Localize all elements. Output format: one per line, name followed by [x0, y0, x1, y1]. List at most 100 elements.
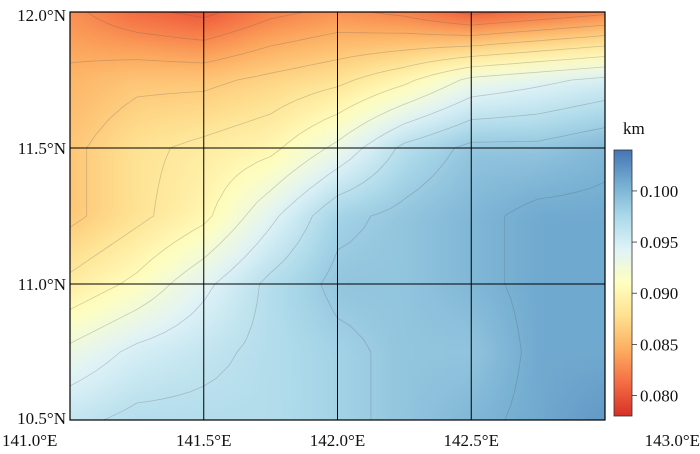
heat-cell: [78, 216, 88, 226]
heat-cell: [170, 233, 180, 243]
heat-cell: [262, 122, 272, 132]
heat-cell: [437, 369, 447, 379]
heat-cell: [496, 267, 506, 277]
heat-cell: [471, 80, 481, 90]
heat-cell: [496, 122, 506, 132]
heat-cell: [178, 20, 188, 30]
heat-cell: [404, 275, 414, 285]
heat-cell: [120, 403, 130, 413]
heat-cell: [203, 71, 213, 81]
heat-cell: [337, 394, 347, 404]
heat-cell: [86, 250, 96, 260]
heat-cell: [170, 352, 180, 362]
heat-cell: [513, 54, 523, 64]
heat-cell: [446, 63, 456, 73]
heat-cell: [45, 63, 54, 72]
heat-cell: [504, 377, 514, 387]
heat-cell: [145, 148, 155, 158]
heat-cell: [212, 37, 222, 47]
heat-cell: [178, 241, 188, 251]
heat-cell: [320, 148, 330, 158]
heat-cell: [287, 97, 297, 107]
heat-cell: [529, 258, 539, 268]
heat-cell: [220, 335, 230, 345]
heat-cell: [487, 105, 497, 115]
heat-cell: [437, 411, 447, 420]
heat-cell: [546, 37, 556, 47]
heat-cell: [487, 20, 497, 30]
heat-cell: [596, 360, 605, 370]
heat-cell: [563, 292, 573, 302]
heat-cell: [487, 71, 497, 81]
heat-cell: [596, 292, 605, 302]
heat-cell: [362, 173, 372, 183]
heat-cell: [396, 80, 405, 90]
heat-cell: [270, 12, 280, 13]
heat-cell: [220, 105, 230, 115]
heat-cell: [203, 12, 213, 22]
heat-cell: [446, 148, 456, 158]
heat-cell: [70, 156, 79, 166]
heat-cell: [212, 71, 222, 81]
heat-cell: [295, 139, 305, 149]
heat-cell: [195, 105, 205, 115]
heat-cell: [504, 360, 514, 370]
heat-cell: [605, 344, 614, 353]
heat-cell: [538, 437, 547, 446]
heat-cell: [161, 284, 171, 294]
heat-cell: [396, 173, 405, 183]
heat-cell: [78, 173, 88, 183]
heat-cell: [471, 241, 481, 251]
heat-cell: [563, 216, 573, 226]
heat-cell: [187, 148, 196, 158]
heat-cell: [337, 63, 347, 73]
heat-cell: [529, 207, 539, 217]
heat-cell: [145, 224, 155, 234]
heat-cell: [220, 250, 230, 260]
heat-cell: [70, 360, 71, 370]
heat-cell: [487, 139, 497, 149]
heat-cell: [596, 190, 605, 200]
heat-cell: [78, 29, 88, 39]
heat-cell: [86, 386, 96, 396]
heat-cell: [362, 71, 372, 81]
heat-cell: [203, 114, 213, 124]
heat-cell: [354, 394, 364, 404]
heat-cell: [153, 190, 163, 200]
heat-cell: [412, 46, 422, 56]
heat-cell: [262, 29, 272, 39]
heat-cell: [53, 29, 62, 38]
heat-cell: [379, 29, 389, 39]
heat-cell: [170, 148, 180, 158]
heat-cell: [504, 71, 514, 81]
heat-cell: [95, 326, 105, 336]
heat-cell: [136, 250, 146, 260]
heat-cell: [622, 140, 631, 149]
heat-cell: [237, 309, 247, 319]
heat-cell: [312, 420, 321, 429]
heat-cell: [304, 326, 314, 336]
heat-cell: [487, 46, 497, 56]
heat-cell: [111, 394, 121, 404]
heat-cell: [245, 165, 255, 175]
heat-cell: [479, 199, 489, 209]
heat-cell: [504, 335, 514, 345]
heat-cell: [387, 403, 397, 413]
heat-cell: [187, 122, 196, 132]
heat-cell: [170, 241, 180, 251]
heat-cell: [337, 165, 347, 175]
heat-cell: [270, 335, 280, 345]
heat-cell: [111, 369, 121, 379]
heat-cell: [304, 335, 314, 345]
heat-cell: [70, 97, 71, 107]
heat-cell: [605, 199, 614, 208]
heat-cell: [421, 224, 431, 234]
heat-cell: [120, 199, 130, 209]
heat-cell: [203, 241, 213, 251]
heat-cell: [178, 63, 188, 73]
heat-cell: [103, 54, 113, 64]
heat-cell: [329, 284, 339, 294]
heat-cell: [563, 233, 573, 243]
heat-cell: [387, 369, 397, 379]
heat-cell: [513, 199, 523, 209]
